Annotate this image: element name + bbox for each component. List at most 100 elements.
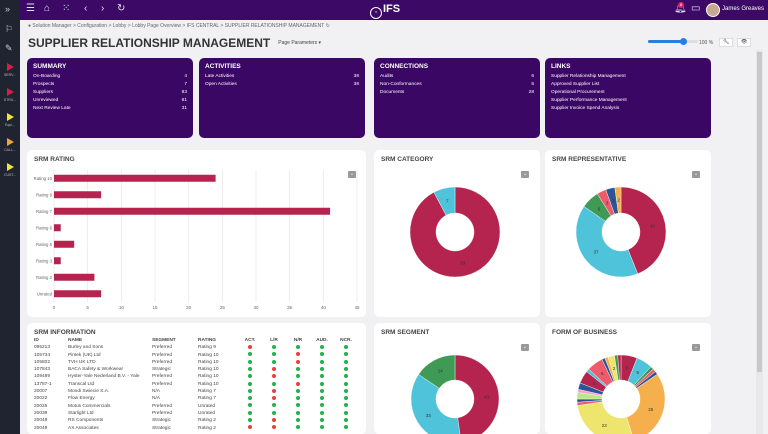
sidebar-item[interactable]: CALL... bbox=[0, 138, 20, 152]
donut-slice[interactable] bbox=[626, 373, 666, 434]
scrollbar[interactable] bbox=[756, 50, 763, 434]
table-row[interactable]: 20049 AX Associates Strategic Rating 2 bbox=[34, 425, 358, 432]
apps-grid-icon[interactable]: ⁙ bbox=[62, 3, 71, 14]
back-icon[interactable]: ‹ bbox=[84, 3, 88, 14]
zoom-slider[interactable] bbox=[648, 38, 698, 45]
scrollbar-thumb[interactable] bbox=[757, 52, 762, 372]
link-label[interactable]: Approved Supplier List bbox=[551, 81, 600, 87]
column-header[interactable]: AUD. bbox=[316, 338, 328, 343]
link[interactable]: Operational Procurement bbox=[551, 89, 705, 97]
x-tick-label: 20 bbox=[186, 305, 192, 310]
chevron-down-icon[interactable]: ⌄ bbox=[521, 171, 529, 178]
table-row[interactable]: 109489 Hyster-Yale Nederland B.V. - Yale P… bbox=[34, 373, 358, 380]
row-value: 31 bbox=[181, 105, 187, 111]
link[interactable]: Supplier Invoice Spend Analysis bbox=[551, 105, 705, 113]
column-header[interactable]: RATING bbox=[198, 338, 217, 343]
card-summary: SUMMARY On-Boarding 4 Prospects 7 Suppliers 83… bbox=[27, 58, 193, 138]
refresh-icon[interactable]: ↻ bbox=[325, 23, 330, 29]
sidebar-item[interactable]: CUST... bbox=[0, 163, 20, 177]
column-header[interactable]: ACT. bbox=[244, 338, 256, 343]
row-value: 38 bbox=[353, 81, 359, 87]
row-value: 6 bbox=[531, 74, 534, 79]
sidebar-item[interactable]: STRU... bbox=[0, 88, 20, 102]
slice-label: 5 bbox=[626, 366, 629, 371]
pencil-icon[interactable]: ✎ bbox=[5, 43, 13, 53]
column-header[interactable]: SEGMENT bbox=[152, 338, 176, 343]
column-header[interactable]: NAME bbox=[68, 338, 83, 343]
table-row[interactable]: 20048 RS Components Strategic Rating 2 bbox=[34, 417, 358, 424]
donut-slice[interactable] bbox=[454, 354, 500, 434]
link[interactable]: Supplier Performance Management bbox=[551, 97, 705, 105]
chevron-down-icon[interactable]: ⌄ bbox=[692, 171, 700, 178]
table-row[interactable]: 20022 Flow Energy N/A Rating 7 bbox=[34, 395, 358, 402]
card-row[interactable]: Open Activities 38 bbox=[205, 81, 359, 89]
column-header[interactable]: NCR. bbox=[340, 338, 352, 343]
card-row[interactable]: Non-Conformances 5 bbox=[380, 81, 534, 89]
status-dot-icon bbox=[248, 425, 252, 430]
menu-icon[interactable]: ☰ bbox=[26, 3, 35, 14]
bar[interactable] bbox=[54, 290, 102, 298]
card-row[interactable]: Next Review Late 31 bbox=[33, 105, 187, 113]
status-dot-icon bbox=[320, 366, 324, 371]
bar[interactable] bbox=[54, 207, 331, 215]
sidebar-item[interactable]: SERV... bbox=[0, 63, 20, 77]
column-header[interactable]: N/R bbox=[293, 338, 303, 343]
bar[interactable] bbox=[54, 273, 95, 281]
donut-slice[interactable] bbox=[410, 374, 461, 434]
card-row[interactable]: On-Boarding 4 bbox=[33, 73, 187, 81]
column-header[interactable]: ID bbox=[34, 338, 39, 343]
home-dot-icon[interactable]: ● bbox=[28, 23, 33, 29]
sidebar-item[interactable]: Equi... bbox=[0, 113, 20, 127]
card-row[interactable]: Audits 6 bbox=[380, 73, 534, 81]
table-row[interactable]: 20025 Motus Commercials Preferred Unrated bbox=[34, 403, 358, 410]
table-row[interactable]: 13787-1 Transcal Ltd Preferred Rating 10 bbox=[34, 381, 358, 388]
bar[interactable] bbox=[54, 240, 75, 248]
avatar[interactable] bbox=[706, 3, 720, 17]
forward-icon[interactable]: › bbox=[101, 3, 105, 14]
table-row[interactable]: 105802 TVH UK LTD Preferred Rating 10 bbox=[34, 359, 358, 366]
user-name[interactable]: James Greaves bbox=[722, 6, 765, 12]
card-row[interactable]: Late Activities 38 bbox=[205, 73, 359, 81]
donut-slice[interactable] bbox=[577, 401, 633, 434]
wrench-button[interactable]: 🔧︎ bbox=[719, 38, 733, 47]
donut-slice[interactable] bbox=[575, 206, 638, 278]
table-row[interactable]: 107843 BACA Safety & Workwear Strategic Rat… bbox=[34, 366, 358, 373]
chevron-down-icon[interactable]: ⌄ bbox=[521, 344, 529, 351]
bell-icon[interactable]: 🔔︎ bbox=[674, 3, 687, 14]
bar[interactable] bbox=[54, 191, 102, 199]
bar[interactable] bbox=[54, 224, 61, 232]
link-label[interactable]: Operational Procurement bbox=[551, 89, 605, 95]
breadcrumb[interactable]: ● Solution Manager > Configuration > Lob… bbox=[28, 23, 330, 29]
home-icon[interactable]: ⌂ bbox=[44, 3, 51, 14]
page-parameters-button[interactable]: Page Parameters ▾ bbox=[278, 40, 322, 46]
table-row[interactable]: 20007 Mondi Swiecie S.A. N/A Rating 7 bbox=[34, 388, 358, 395]
donut-slice[interactable] bbox=[433, 186, 456, 216]
link-label[interactable]: Supplier Performance Management bbox=[551, 97, 627, 103]
donut-slice[interactable] bbox=[620, 186, 667, 275]
bookmark-icon[interactable]: ⚐ bbox=[5, 24, 14, 34]
donut-slice[interactable] bbox=[617, 354, 622, 381]
refresh-icon[interactable]: ↻ bbox=[117, 3, 126, 14]
card-row[interactable]: Prospects 7 bbox=[33, 81, 187, 89]
link[interactable]: Approved Supplier List bbox=[551, 81, 705, 89]
card-row[interactable]: Suppliers 83 bbox=[33, 89, 187, 97]
bar[interactable] bbox=[54, 174, 216, 182]
bar[interactable] bbox=[54, 257, 61, 265]
link-label[interactable]: Supplier Relationship Management bbox=[551, 74, 626, 79]
table-row[interactable]: 105734 Pintek (UK) Ltd Preferred Rating 10 bbox=[34, 352, 358, 359]
column-header[interactable]: L/R bbox=[270, 338, 278, 343]
link-label[interactable]: Supplier Invoice Spend Analysis bbox=[551, 105, 620, 111]
table-row[interactable]: 20039 Starlight Ltd Preferred Unrated bbox=[34, 410, 358, 417]
chevron-down-icon[interactable]: ⌄ bbox=[348, 171, 356, 178]
card-row[interactable]: Documents 28 bbox=[380, 89, 534, 97]
link[interactable]: Supplier Relationship Management bbox=[551, 73, 705, 81]
chevron-down-icon[interactable]: ⌄ bbox=[692, 344, 700, 351]
donut-slice[interactable] bbox=[614, 186, 622, 214]
table-row[interactable]: 095213 Burley and Sons Preferred Rating 9 bbox=[34, 344, 358, 351]
card-row[interactable]: Unreviewed 61 bbox=[33, 97, 187, 105]
screen-icon[interactable]: ▭ bbox=[691, 3, 701, 14]
donut-slice[interactable] bbox=[418, 354, 456, 389]
view-button[interactable]: 👁︎ bbox=[737, 38, 751, 47]
donut-slice[interactable] bbox=[409, 186, 501, 278]
expand-icon[interactable]: » bbox=[5, 4, 11, 14]
